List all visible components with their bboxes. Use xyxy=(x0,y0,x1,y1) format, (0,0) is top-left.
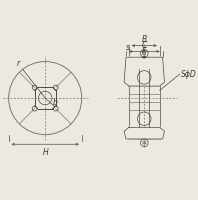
Text: r: r xyxy=(16,59,19,68)
Text: b: b xyxy=(53,98,58,107)
Text: C: C xyxy=(142,41,147,50)
Polygon shape xyxy=(124,57,165,86)
Text: B: B xyxy=(142,35,147,44)
Text: F: F xyxy=(142,47,147,56)
Bar xyxy=(129,57,160,139)
Polygon shape xyxy=(124,57,129,79)
Text: SϕD: SϕD xyxy=(181,70,197,79)
Polygon shape xyxy=(124,127,165,139)
Text: H: H xyxy=(42,148,48,157)
Text: s: s xyxy=(126,43,130,52)
